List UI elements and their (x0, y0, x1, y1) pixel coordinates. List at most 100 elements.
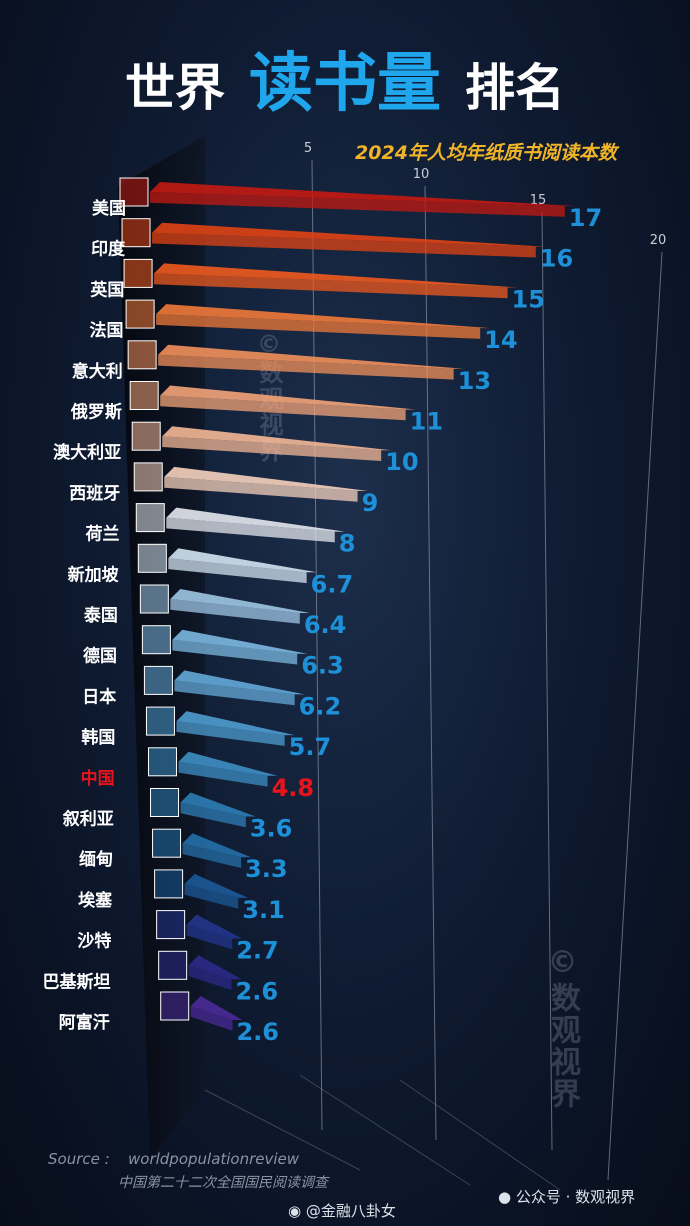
bar-top (152, 222, 546, 247)
flag-icon (127, 340, 157, 370)
bar-front (158, 354, 454, 380)
bar-top (160, 385, 416, 410)
wechat-credit-text: 公众号 · 数观视界 (515, 1188, 636, 1206)
category-label: 德国 (83, 646, 117, 667)
flag-icon (143, 665, 173, 695)
grid-line (424, 185, 437, 1141)
value-label: 2.6 (236, 1018, 279, 1046)
floor-line (399, 1079, 561, 1191)
bar-front (172, 639, 298, 665)
flag-icon (145, 706, 175, 736)
flag-icon (141, 625, 171, 655)
bar-front (150, 192, 565, 217)
bar-top (164, 466, 368, 491)
bar-front (180, 802, 246, 828)
grid-line (607, 251, 663, 1181)
bar-top (180, 792, 256, 817)
flag-icon (125, 299, 155, 329)
value-label: 13 (458, 367, 491, 395)
bar-front (186, 924, 233, 950)
bar-top (186, 914, 243, 939)
bar-front (182, 843, 242, 868)
bar-front (154, 273, 508, 299)
wechat-credit: ● 公众号 · 数观视界 (498, 1186, 635, 1207)
flag-icon (156, 910, 186, 940)
weibo-credit-text: @金融八卦女 (305, 1202, 396, 1220)
bar-front (184, 883, 239, 909)
bar-top (162, 426, 392, 451)
floor-line (299, 1074, 471, 1186)
bar-front (152, 232, 536, 258)
bar-front (170, 599, 300, 624)
bar-top (150, 182, 575, 206)
category-label: 阿富汗 (59, 1012, 110, 1033)
grid-line (311, 159, 323, 1131)
bar-front (156, 314, 481, 339)
value-label: 6.7 (311, 570, 354, 598)
category-label: 巴基斯坦 (43, 971, 111, 992)
flag-icon (131, 421, 161, 451)
bar-front (178, 761, 268, 787)
bar-top (182, 833, 252, 858)
bar-top (174, 670, 305, 695)
flag-icon (121, 218, 151, 248)
flag-icon (150, 788, 180, 817)
value-label: 3.1 (242, 896, 285, 924)
value-label: 2.7 (236, 937, 279, 965)
value-label: 5.7 (289, 733, 332, 761)
bar-front (162, 436, 382, 461)
category-label: 中国 (81, 768, 115, 789)
category-label: 泰国 (84, 605, 118, 626)
flag-icon (147, 747, 177, 777)
value-label: 4.8 (272, 774, 315, 802)
x-tick-label: 5 (304, 141, 312, 156)
chart-subtitle: 2024年人均年纸质书阅读本数 (355, 142, 617, 164)
value-label: 15 (512, 285, 545, 313)
title-highlight: 读书量 (249, 47, 441, 121)
bar-front (188, 965, 232, 991)
value-label: 9 (362, 489, 379, 517)
category-label: 沙特 (77, 931, 111, 952)
source-survey: 中国第二十二次全国国民阅读调查 (118, 1175, 328, 1191)
bar-top (168, 548, 317, 573)
bar-front (168, 558, 307, 584)
flag-icon (160, 991, 190, 1021)
bar-front (176, 721, 285, 746)
category-label: 荷兰 (85, 524, 119, 545)
bar-top (170, 589, 310, 613)
floor-line (204, 1089, 361, 1171)
category-label: 韩国 (81, 727, 115, 748)
bar-top (156, 304, 491, 329)
bar-top (158, 344, 464, 369)
bar-front (166, 517, 335, 543)
value-label: 14 (484, 326, 517, 354)
bar-top (190, 996, 243, 1020)
value-label: 6.4 (304, 611, 347, 639)
category-label: 意大利 (72, 361, 123, 382)
flag-icon (135, 503, 165, 533)
value-label: 11 (410, 408, 443, 436)
category-label: 英国 (90, 279, 124, 300)
value-label: 16 (540, 245, 573, 273)
flag-icon (158, 950, 188, 980)
bar-front (174, 680, 295, 706)
category-label: 日本 (82, 686, 116, 707)
bar-front (164, 476, 358, 502)
weibo-credit: ◉ @金融八卦女 (288, 1200, 396, 1221)
flag-icon (154, 869, 184, 899)
bar-top (184, 873, 249, 898)
bar-top (176, 711, 295, 736)
category-label: 新加坡 (68, 564, 119, 585)
category-label: 美国 (92, 198, 126, 219)
category-label: 澳大利亚 (53, 442, 121, 463)
chart-title: 世界 读书量 排名 (0, 52, 690, 116)
title-part2: 排名 (465, 59, 565, 117)
flag-icon (137, 543, 167, 573)
value-label: 8 (339, 530, 356, 558)
title-part1: 世界 (125, 59, 225, 117)
category-label: 缅甸 (79, 849, 113, 870)
bar-front (160, 395, 406, 421)
flag-icon (139, 584, 169, 614)
flag-icon (152, 828, 182, 858)
